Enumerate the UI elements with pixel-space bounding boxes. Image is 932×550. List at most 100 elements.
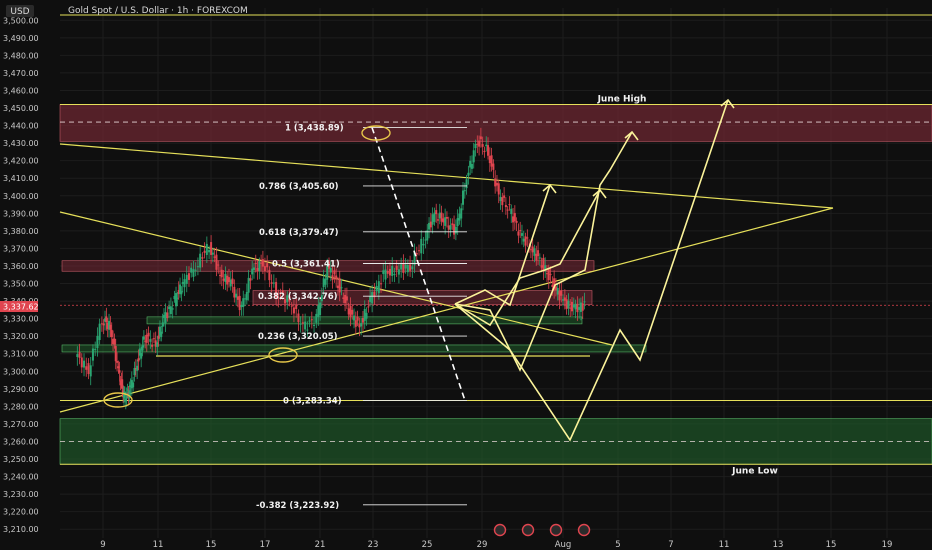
y-tick-label: 3,250.00 <box>3 455 39 464</box>
y-tick-label: 3,280.00 <box>3 402 39 411</box>
candle-body <box>361 318 364 323</box>
candle-body <box>571 301 573 312</box>
candle-body <box>402 263 405 273</box>
candle-body <box>558 291 561 301</box>
candle-body <box>286 295 289 303</box>
current-price-marker: 3,337.62 <box>0 301 39 312</box>
candle-body <box>263 266 266 272</box>
candle-body <box>495 182 498 186</box>
x-tick-label: Aug <box>555 540 572 550</box>
candle-body <box>256 268 259 272</box>
x-tick-label: 21 <box>315 540 326 550</box>
candle-body <box>106 322 109 329</box>
candle-body <box>319 302 322 316</box>
candle-body <box>272 282 275 284</box>
candle-body <box>512 216 515 223</box>
y-tick-label: 3,500.00 <box>3 16 39 25</box>
currency-badge[interactable]: USD <box>10 7 29 17</box>
candle-body <box>472 150 475 163</box>
x-tick-label: 15 <box>206 540 217 550</box>
candle-body <box>227 277 230 283</box>
candle-body <box>420 238 423 254</box>
candle-body <box>487 145 490 156</box>
candle-body <box>579 302 582 312</box>
support-zone <box>61 344 647 353</box>
candle-body <box>547 268 550 281</box>
currency-badge-bg[interactable] <box>6 5 34 17</box>
candle-body <box>266 263 269 268</box>
candle-body <box>261 259 264 267</box>
candle-body <box>467 172 470 176</box>
candle-body <box>358 324 361 328</box>
x-tick-label: 11 <box>153 540 164 550</box>
candle-body <box>315 313 318 323</box>
candle-body <box>151 344 154 347</box>
candle-body <box>297 313 300 323</box>
candle-body <box>308 320 311 322</box>
candle-body <box>549 273 552 275</box>
y-tick-label: 3,290.00 <box>3 385 39 394</box>
candle-body <box>583 301 586 303</box>
candle-body <box>463 190 466 192</box>
candles <box>76 127 586 410</box>
candle-body <box>231 278 234 284</box>
candle-body <box>118 370 121 373</box>
candle-body <box>109 324 112 330</box>
candle-body <box>149 339 152 342</box>
candle-body <box>245 291 248 301</box>
candle-body <box>375 285 378 292</box>
candle-body <box>160 331 163 338</box>
candle-body <box>91 348 94 361</box>
y-tick-label: 3,400.00 <box>3 192 39 201</box>
candle-body <box>469 160 472 168</box>
candle-body <box>169 306 172 315</box>
y-tick-label: 3,240.00 <box>3 473 39 482</box>
y-tick-label: 3,260.00 <box>3 437 39 446</box>
candle-body <box>454 226 457 234</box>
projection-arrowhead <box>624 130 639 141</box>
candle-body <box>138 348 141 356</box>
candle-body <box>299 323 302 325</box>
current-price-label: 3,337.62 <box>3 303 39 312</box>
candle-body <box>533 248 536 256</box>
candle-body <box>431 214 434 225</box>
candle-body <box>340 287 343 289</box>
candle-body <box>503 195 506 198</box>
candle-body <box>556 287 559 295</box>
candle-body <box>238 295 241 311</box>
candle-body <box>508 204 511 206</box>
y-tick-label: 3,490.00 <box>3 34 39 43</box>
candle-body <box>520 233 523 236</box>
candle-body <box>400 264 403 270</box>
candle-body <box>490 155 493 167</box>
candle-body <box>553 278 556 290</box>
candle-body <box>270 282 273 284</box>
candle-body <box>229 279 232 287</box>
projection-arrowhead <box>542 183 557 194</box>
candle-body <box>324 278 327 285</box>
candle-body <box>326 265 329 280</box>
candle-body <box>190 267 193 273</box>
candle-body <box>380 283 383 285</box>
candle-body <box>576 303 579 313</box>
candle-body <box>306 329 309 331</box>
candle-body <box>478 140 481 147</box>
horizontal-levels <box>60 14 932 465</box>
fib-label: 0.236 (3,320.05) <box>258 332 338 342</box>
candle-body <box>242 298 245 308</box>
candle-body <box>535 253 538 261</box>
candle-body <box>205 243 208 255</box>
candle-body <box>292 307 295 314</box>
candle-body <box>173 295 176 300</box>
x-tick-label: 9 <box>100 540 105 550</box>
candle-body <box>406 265 409 273</box>
candle-body <box>162 315 165 318</box>
candle-body <box>185 274 188 284</box>
candle-body <box>116 361 119 363</box>
y-tick-label: 3,420.00 <box>3 157 39 166</box>
trendline <box>59 143 834 209</box>
candle-body <box>226 275 229 285</box>
projection-arrowhead <box>720 98 735 109</box>
y-tick-label: 3,450.00 <box>3 104 39 113</box>
